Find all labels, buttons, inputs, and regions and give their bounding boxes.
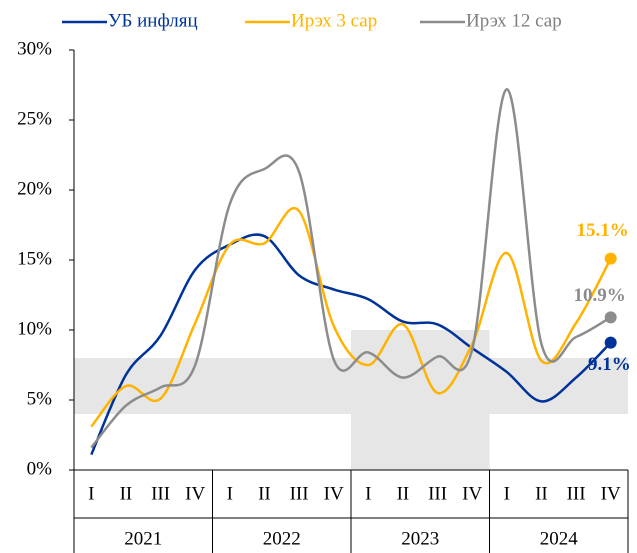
x-group-label: 2021 [124,528,162,549]
target-band [212,358,351,414]
x-tick-label: IV [324,483,344,504]
x-tick-label: I [227,483,233,504]
x-tick-label: II [535,483,548,504]
x-tick-label: III [151,483,170,504]
legend-label: Ирэх 12 сар [466,10,562,31]
x-tick-label: I [365,483,371,504]
x-tick-label: III [290,483,309,504]
y-tick-label: 10% [17,318,52,339]
x-tick-label: III [428,483,447,504]
x-tick-label: II [258,483,271,504]
target-band [74,358,213,414]
x-group-label: 2023 [401,528,439,549]
data-label: 9.1% [588,354,631,375]
x-group-label: 2022 [263,528,301,549]
y-tick-label: 15% [17,248,52,269]
x-tick-label: IV [601,483,621,504]
series-line [90,233,612,456]
x-tick-label: II [397,483,410,504]
data-label: 15.1% [576,220,628,241]
y-tick-label: 30% [17,38,52,59]
data-label: 10.9% [573,285,625,306]
y-tick-label: 0% [27,458,53,479]
x-tick-label: IV [462,483,482,504]
legend-label: Ирэх 3 сар [291,10,377,31]
x-tick-label: IV [185,483,205,504]
series-line [90,207,612,428]
target-band [489,358,628,414]
y-tick-label: 25% [17,108,52,129]
y-tick-label: 5% [27,388,53,409]
legend-label: УБ инфляц [108,10,198,31]
x-tick-label: III [567,483,586,504]
series-line [90,87,612,449]
x-tick-label: I [88,483,94,504]
end-marker [604,336,617,349]
x-tick-label: II [120,483,133,504]
y-tick-label: 20% [17,178,52,199]
end-marker [604,252,617,265]
end-marker [604,311,617,324]
x-tick-label: I [504,483,510,504]
x-group-label: 2024 [540,528,579,549]
